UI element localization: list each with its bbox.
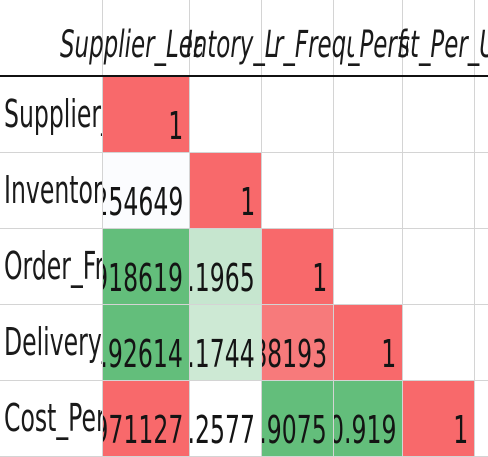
cell-value: 0.254649 — [103, 180, 183, 224]
row-gridline — [0, 380, 488, 381]
cell-value: -0.9075 — [262, 408, 327, 452]
row-header-label: Inventory_Le — [4, 168, 102, 212]
row-header-cost-per-unit[interactable]: Cost_Per_Ur — [4, 380, 102, 456]
matrix-cell[interactable]: 1 — [334, 305, 402, 380]
matrix-cell[interactable]: -0.9075 — [262, 381, 333, 456]
header-underline — [0, 75, 488, 77]
column-header-order-frequency[interactable]: r_Frequey — [274, 20, 354, 70]
cell-value: -0.1744 — [190, 332, 255, 376]
column-header-label: Intory_Lea — [186, 23, 276, 66]
row-gridline — [0, 152, 488, 153]
matrix-cell[interactable]: 1 — [190, 153, 261, 228]
matrix-cell[interactable]: 0.971127 — [103, 381, 189, 456]
column-header-label: st_Per_Unit — [398, 23, 488, 66]
cell-value: -0.1965 — [190, 256, 255, 300]
matrix-cell[interactable]: 1 — [262, 229, 333, 304]
row-header-label: Supplier_Lea — [4, 92, 102, 136]
column-header-label: _Perfor — [348, 23, 408, 66]
matrix-cell[interactable]: -0.92614 — [103, 305, 189, 380]
column-header-label: r_Frequey — [274, 23, 354, 66]
row-gridline — [0, 228, 488, 229]
cell-value: -0.919 — [334, 408, 396, 452]
row-header-order-frequency[interactable]: Order_Frequ — [4, 228, 102, 304]
matrix-cell[interactable]: 1 — [403, 381, 474, 456]
row-header-delivery-performance[interactable]: Delivery_Per — [4, 304, 102, 380]
row-header-label: Delivery_Per — [4, 320, 102, 364]
cell-value: 0.2577 — [190, 408, 255, 452]
column-header-cost-per-unit[interactable]: st_Per_Unit — [398, 20, 488, 70]
matrix-cell[interactable]: -0.1965 — [190, 229, 261, 304]
cell-value: 0.971127 — [103, 408, 183, 452]
matrix-cell[interactable]: -0.919 — [334, 381, 402, 456]
cell-value: 1 — [381, 332, 396, 376]
cell-value: -0.918619 — [103, 256, 183, 300]
cell-value: 0.88193 — [262, 332, 327, 376]
cell-value: 1 — [453, 408, 468, 452]
matrix-cell[interactable]: -0.1744 — [190, 305, 261, 380]
matrix-cell[interactable]: -0.918619 — [103, 229, 189, 304]
matrix-cell[interactable]: 0.88193 — [262, 305, 333, 380]
row-header-label: Order_Frequ — [4, 244, 102, 288]
column-header-delivery-performance[interactable]: _Perfor — [348, 20, 408, 70]
cell-value: 1 — [312, 256, 327, 300]
cell-value: 1 — [240, 180, 255, 224]
column-header-supplier-lead[interactable]: Supplier_Lead_ — [60, 20, 202, 70]
cell-value: -0.92614 — [103, 332, 183, 376]
row-gridline — [0, 304, 488, 305]
row-header-label: Cost_Per_Ur — [4, 396, 102, 440]
cell-value: 1 — [168, 104, 183, 148]
column-header-inventory-lead[interactable]: Intory_Lea — [186, 20, 276, 70]
column-header-label: Supplier_Lead_ — [60, 23, 202, 66]
row-header-supplier-lead[interactable]: Supplier_Lea — [4, 76, 102, 152]
row-header-inventory-lead[interactable]: Inventory_Le — [4, 152, 102, 228]
matrix-cell[interactable]: 1 — [103, 77, 189, 152]
matrix-cell[interactable]: 0.254649 — [103, 153, 189, 228]
matrix-cell[interactable]: 0.2577 — [190, 381, 261, 456]
